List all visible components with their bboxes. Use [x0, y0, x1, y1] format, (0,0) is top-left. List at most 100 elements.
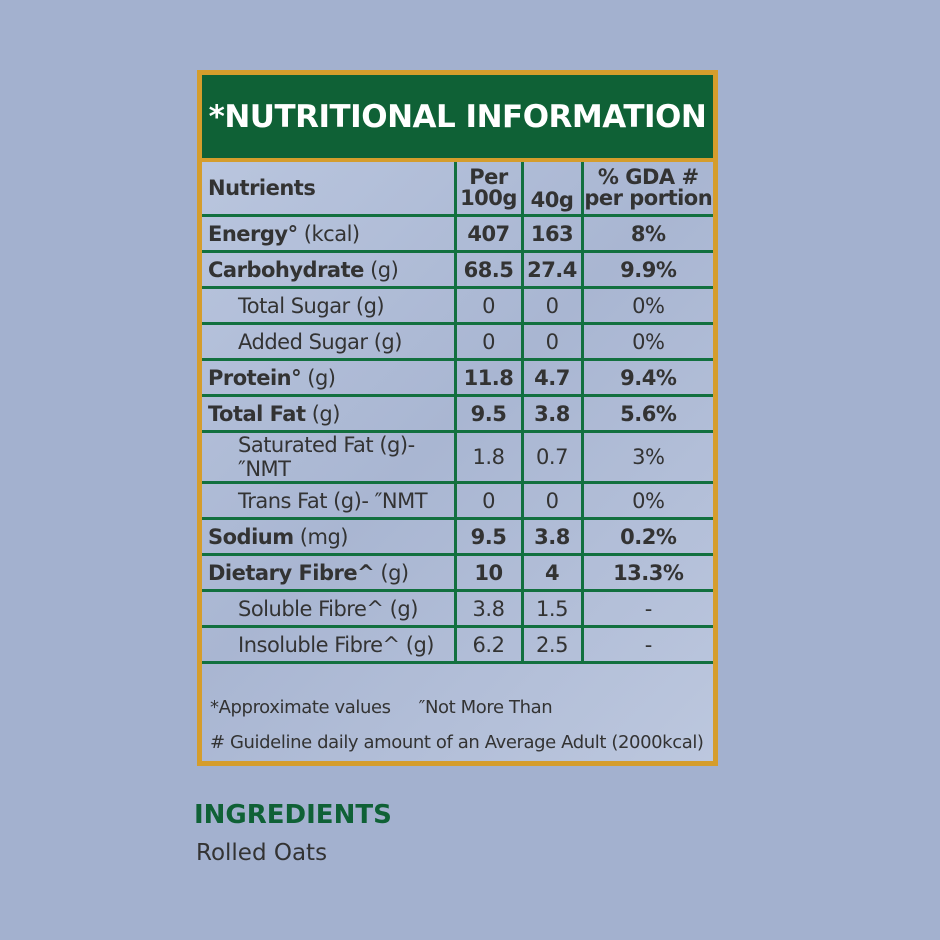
value-per100g: 6.2 — [453, 625, 524, 664]
value-gda: 0% — [580, 322, 713, 361]
value-gda: 9.4% — [580, 358, 713, 397]
table-row: Insoluble Fibre^ (g) 6.2 2.5 - — [202, 625, 713, 664]
nutrient-label: Protein° — [208, 365, 302, 390]
table-row: Energy° (kcal) 407 163 8% — [202, 214, 713, 253]
value-portion: 3.8 — [520, 394, 584, 433]
nutrient-unit: (g) — [367, 329, 403, 354]
header-per: Per — [469, 165, 508, 189]
value-portion: 0 — [520, 286, 584, 325]
value-gda: 0.2% — [580, 517, 713, 556]
nutrient-label: Total Fat — [208, 401, 306, 426]
value-portion: 0 — [520, 322, 584, 361]
ingredients-title: INGREDIENTS — [194, 800, 392, 830]
value-portion: 0 — [520, 481, 584, 520]
table-row: Carbohydrate (g) 68.5 27.4 9.9% — [202, 250, 713, 289]
nutrient-unit: (g) — [374, 560, 409, 585]
value-gda: 13.3% — [580, 553, 713, 592]
header-portion: 40g — [520, 162, 584, 217]
value-gda: 5.6% — [580, 394, 713, 433]
nutrient-unit: (g)- ″NMT — [238, 433, 415, 481]
value-per100g: 68.5 — [453, 250, 524, 289]
nutrient-label: Added Sugar — [238, 329, 368, 354]
nutrient-unit: (mg) — [293, 524, 349, 549]
table-row: Total Fat (g) 9.5 3.8 5.6% — [202, 394, 713, 433]
nutrient-unit: (g) — [383, 596, 419, 621]
header-gda: % GDA # per portion — [580, 162, 713, 217]
nutrient-name: Added Sugar (g) — [202, 322, 457, 361]
footnote-nmt: ″Not More Than — [418, 697, 553, 718]
nutrient-name: Soluble Fibre^ (g) — [202, 589, 457, 628]
header-100g: 100g — [460, 186, 517, 210]
value-portion: 3.8 — [520, 517, 584, 556]
nutrient-label: Soluble Fibre^ — [238, 596, 384, 621]
nutrient-name: Total Fat (g) — [202, 394, 457, 433]
value-gda: - — [580, 589, 713, 628]
nutrient-name: Carbohydrate (g) — [202, 250, 457, 289]
value-per100g: 10 — [453, 553, 524, 592]
value-per100g: 0 — [453, 481, 524, 520]
table-row: Sodium (mg) 9.5 3.8 0.2% — [202, 517, 713, 556]
value-gda: 9.9% — [580, 250, 713, 289]
value-per100g: 407 — [453, 214, 524, 253]
header-gda-line1: % GDA # — [597, 165, 699, 189]
nutrient-unit: (kcal) — [297, 221, 360, 246]
value-portion: 4.7 — [520, 358, 584, 397]
header-gda-line2: per portion — [584, 186, 713, 210]
nutrient-name: Protein° (g) — [202, 358, 457, 397]
nutrient-unit: (g) — [305, 401, 341, 426]
nutrient-name: Sodium (mg) — [202, 517, 457, 556]
nutrient-unit: (g) — [363, 257, 399, 282]
nutrition-table: Nutrients Per 100g 40g % GDA # per portion… — [202, 162, 713, 664]
nutrient-name: Insoluble Fibre^ (g) — [202, 625, 457, 664]
value-per100g: 0 — [453, 286, 524, 325]
nutrient-label: Carbohydrate — [208, 257, 364, 282]
header-row: Nutrients Per 100g 40g % GDA # per portion — [202, 162, 713, 217]
table-row: Added Sugar (g) 0 0 0% — [202, 322, 713, 361]
value-gda: - — [580, 625, 713, 664]
value-gda: 8% — [580, 214, 713, 253]
table-row: Soluble Fibre^ (g) 3.8 1.5 - — [202, 589, 713, 628]
header-per100: Per 100g — [453, 162, 524, 217]
value-per100g: 0 — [453, 322, 524, 361]
panel-title: *NUTRITIONAL INFORMATION — [202, 75, 713, 162]
nutrient-unit: (g) — [399, 632, 435, 657]
nutrient-label: Dietary Fibre^ — [208, 560, 375, 585]
value-per100g: 11.8 — [453, 358, 524, 397]
value-gda: 0% — [580, 286, 713, 325]
nutrient-label: Total Sugar — [238, 293, 350, 318]
nutrient-name: Dietary Fibre^ (g) — [202, 553, 457, 592]
ingredients-value: Rolled Oats — [196, 840, 328, 866]
value-per100g: 9.5 — [453, 394, 524, 433]
footnotes: *Approximate values ″Not More Than # Guid… — [210, 690, 704, 760]
nutrient-unit: (g)- ″NMT — [326, 488, 428, 513]
nutrient-unit: (g) — [349, 293, 385, 318]
nutrient-label: Energy° — [208, 221, 298, 246]
footnote-gda: # Guideline daily amount of an Average A… — [210, 732, 704, 753]
nutrition-panel: *NUTRITIONAL INFORMATION Nutrients Per 10… — [197, 70, 718, 766]
table-row: Dietary Fibre^ (g) 10 4 13.3% — [202, 553, 713, 592]
value-gda: 3% — [580, 430, 713, 484]
value-portion: 2.5 — [520, 625, 584, 664]
table-row: Total Sugar (g) 0 0 0% — [202, 286, 713, 325]
nutrient-label: Sodium — [208, 524, 294, 549]
nutrient-unit: (g) — [301, 365, 336, 390]
value-portion: 4 — [520, 553, 584, 592]
value-per100g: 1.8 — [453, 430, 524, 484]
footnote-approx: *Approximate values — [210, 697, 391, 718]
value-gda: 0% — [580, 481, 713, 520]
table-row: Saturated Fat (g)- ″NMT 1.8 0.7 3% — [202, 430, 713, 484]
nutrient-label: Trans Fat — [238, 488, 327, 513]
nutrient-name: Total Sugar (g) — [202, 286, 457, 325]
value-portion: 1.5 — [520, 589, 584, 628]
nutrient-name: Saturated Fat (g)- ″NMT — [202, 430, 457, 484]
value-per100g: 3.8 — [453, 589, 524, 628]
table-row: Protein° (g) 11.8 4.7 9.4% — [202, 358, 713, 397]
value-portion: 163 — [520, 214, 584, 253]
nutrient-label: Saturated Fat — [238, 433, 374, 457]
nutrient-name: Trans Fat (g)- ″NMT — [202, 481, 457, 520]
value-portion: 27.4 — [520, 250, 584, 289]
value-per100g: 9.5 — [453, 517, 524, 556]
table-row: Trans Fat (g)- ″NMT 0 0 0% — [202, 481, 713, 520]
header-nutrients: Nutrients — [202, 162, 457, 217]
value-portion: 0.7 — [520, 430, 584, 484]
